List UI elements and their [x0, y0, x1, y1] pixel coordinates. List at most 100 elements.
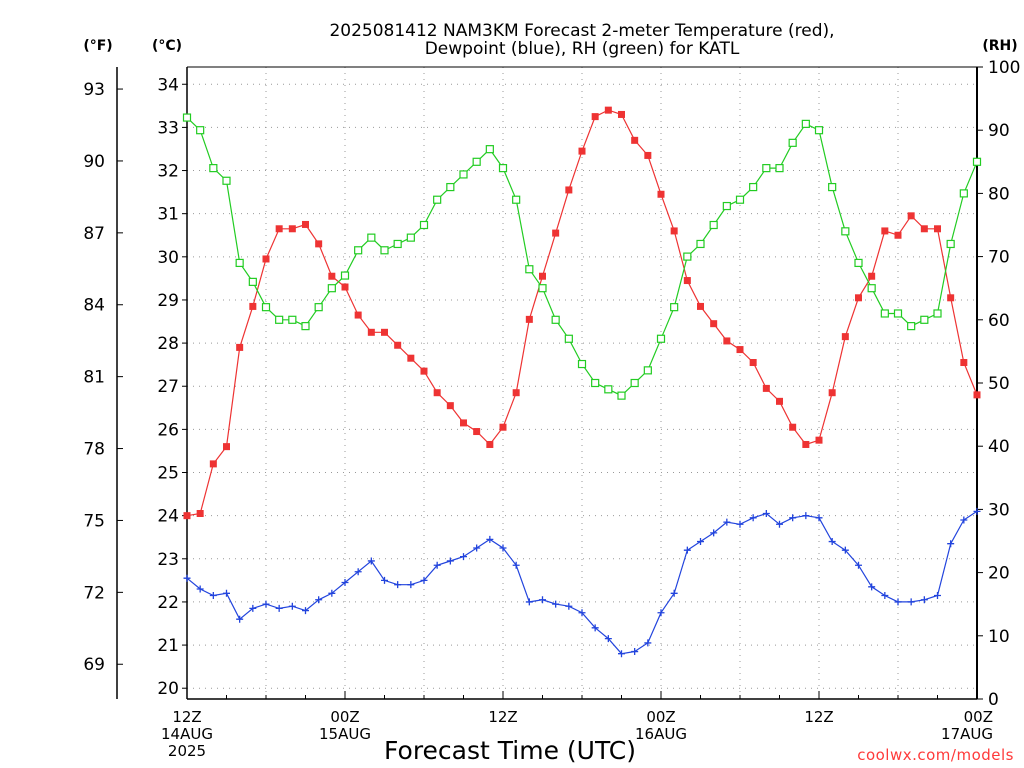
- rh-tick-label: 20: [988, 564, 1010, 584]
- celsius-tick-label: 27: [157, 377, 179, 397]
- rh-point: [735, 195, 745, 204]
- temperature-point: [644, 151, 652, 159]
- rh-point: [538, 284, 547, 293]
- temperature-point: [855, 294, 862, 302]
- rh-point: [288, 315, 297, 324]
- temperature-point: [302, 220, 309, 228]
- dewpoint-point: [367, 557, 375, 565]
- dewpoint-point: [381, 576, 388, 584]
- x-tick-label: 15AUG: [319, 725, 371, 743]
- rh-point: [920, 315, 929, 324]
- rh-point: [591, 378, 600, 388]
- rh-point: [749, 182, 758, 192]
- dewpoint-point: [499, 544, 507, 552]
- temperature-point: [934, 225, 941, 233]
- dewpoint-point: [446, 557, 454, 565]
- temperature-point: [697, 302, 704, 310]
- temperature-point: [828, 389, 836, 397]
- rh-point: [248, 277, 257, 286]
- dewpoint-point: [249, 604, 257, 612]
- dewpoint-point: [631, 648, 639, 656]
- rh-point: [630, 378, 639, 388]
- dewpoint-point: [670, 589, 678, 597]
- fahrenheit-tick-label: 75: [83, 511, 105, 531]
- rh-point: [814, 126, 824, 135]
- series-temperature: [183, 106, 981, 520]
- dewpoint-point: [710, 529, 718, 537]
- temperature-point: [841, 333, 849, 341]
- dewpoint-point: [236, 615, 244, 623]
- temperature-point: [815, 436, 823, 444]
- rh-point: [472, 157, 481, 166]
- dewpoint-point: [288, 602, 296, 610]
- temperature-point: [960, 359, 968, 367]
- temperature-point: [604, 106, 612, 114]
- temperature-point: [670, 227, 678, 235]
- fahrenheit-tick-label: 72: [83, 583, 105, 603]
- rh-point: [880, 309, 889, 318]
- x-tick-label: 14AUG: [161, 725, 213, 743]
- temperature-point: [249, 302, 257, 310]
- celsius-tick-label: 20: [157, 679, 179, 699]
- rh-point: [907, 322, 916, 331]
- rh-tick-label: 70: [988, 248, 1010, 268]
- temperature-point: [433, 389, 441, 397]
- temperature-point: [367, 328, 375, 336]
- dewpoint-point: [894, 598, 902, 606]
- dewpoint-point: [683, 546, 691, 554]
- dewpoint-point: [539, 596, 546, 604]
- temperature-point: [683, 277, 691, 285]
- dewpoint-point: [420, 576, 428, 584]
- rh-point: [551, 315, 560, 324]
- x-tick-label: 00Z: [964, 708, 993, 726]
- temperature-point: [618, 110, 625, 118]
- celsius-tick-label: 31: [157, 205, 179, 225]
- rh-point: [222, 176, 231, 185]
- dewpoint-point: [868, 583, 876, 591]
- temperature-point: [420, 367, 428, 375]
- x-tick-label: 12Z: [172, 708, 201, 726]
- temperature-point: [631, 136, 639, 144]
- rh-point: [762, 164, 771, 173]
- dewpoint-point: [223, 589, 230, 597]
- rh-tick-label: 100: [988, 58, 1020, 78]
- dewpoint-point: [697, 538, 704, 546]
- rh-tick-label: 90: [988, 121, 1010, 141]
- rh-point: [196, 126, 205, 135]
- rh-point: [512, 195, 521, 204]
- celsius-tick-label: 23: [157, 550, 179, 570]
- rh-point: [380, 246, 389, 255]
- rh-point: [446, 182, 455, 192]
- celsius-tick-label: 25: [157, 464, 179, 484]
- temperature-point: [407, 354, 415, 362]
- rh-point: [617, 391, 626, 400]
- temperature-point: [288, 225, 296, 233]
- fahrenheit-tick-label: 69: [83, 655, 105, 675]
- dewpoint-point: [552, 600, 560, 608]
- dewpoint-point: [578, 609, 586, 617]
- rh-point: [788, 138, 797, 147]
- rh-point: [656, 334, 666, 343]
- rh-tick-label: 0: [988, 690, 999, 710]
- rh-point: [946, 239, 955, 249]
- rh-point: [261, 303, 271, 312]
- temperature-point: [341, 283, 349, 291]
- temperature-point: [275, 225, 283, 233]
- dewpoint-point: [196, 585, 204, 593]
- temperature-point: [262, 255, 270, 263]
- dewpoint-point: [512, 561, 520, 569]
- temperature-point: [776, 397, 783, 405]
- dewpoint-point: [723, 518, 731, 526]
- rh-point: [433, 195, 442, 204]
- temperature-point: [460, 419, 467, 427]
- temperature-point: [354, 311, 362, 319]
- temperature-point: [446, 402, 454, 410]
- celsius-unit-label: (°C): [152, 38, 182, 54]
- rh-point: [709, 220, 718, 230]
- dewpoint-point: [591, 624, 599, 632]
- temperature-point: [525, 315, 533, 323]
- dewpoint-point: [354, 568, 362, 576]
- temperature-point: [881, 227, 889, 235]
- x-tick-label: 2025: [168, 742, 206, 760]
